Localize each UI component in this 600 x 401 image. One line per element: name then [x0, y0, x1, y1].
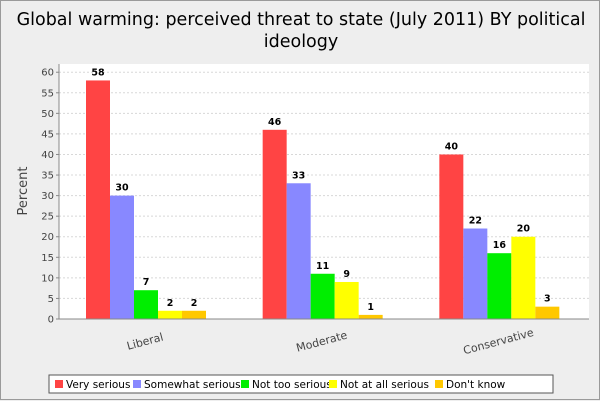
bar-very-serious-liberal [86, 80, 110, 319]
bar-don-t-know-moderate [358, 314, 383, 319]
y-tick-label: 50 [41, 109, 54, 120]
y-tick-label: 60 [41, 68, 54, 79]
bar-not-too-serious-liberal [134, 290, 158, 319]
bar-somewhat-serious-conservative [463, 228, 488, 319]
legend-swatch [241, 380, 249, 388]
bar-not-too-serious-moderate [310, 273, 335, 319]
data-label: 46 [268, 117, 282, 128]
bar-don-t-know-liberal [182, 310, 206, 319]
bar-not-at-all-serious-liberal [158, 310, 182, 319]
data-label: 2 [191, 298, 198, 309]
data-label: 3 [544, 294, 551, 305]
y-tick-label: 15 [41, 253, 54, 264]
bar-not-too-serious-conservative [487, 253, 512, 319]
legend-swatch [55, 380, 63, 388]
y-tick-label: 10 [41, 273, 54, 284]
category-label-liberal: Liberal [125, 331, 164, 353]
data-label: 40 [445, 141, 459, 152]
y-tick-label: 35 [41, 171, 54, 182]
data-label: 11 [316, 261, 329, 272]
bar-somewhat-serious-moderate [286, 183, 311, 319]
y-tick-label: 40 [41, 150, 54, 161]
data-label: 33 [292, 170, 305, 181]
legend-swatch [329, 380, 337, 388]
data-label: 2 [167, 298, 174, 309]
data-label: 20 [517, 224, 531, 235]
bar-very-serious-moderate [262, 129, 287, 319]
y-axis-label: Percent [16, 167, 31, 216]
legend-box [48, 374, 554, 394]
data-label: 22 [469, 216, 482, 227]
bar-not-at-all-serious-moderate [334, 281, 359, 319]
legend-label: Very serious [66, 379, 130, 391]
legend-label: Don't know [446, 379, 506, 391]
y-tick-label: 30 [41, 191, 54, 202]
bar-very-serious-conservative [439, 154, 464, 319]
legend-label: Somewhat serious [144, 379, 241, 391]
bar-don-t-know-conservative [535, 306, 560, 319]
category-labels: Liberal Moderate Conservative [125, 326, 535, 357]
category-label-moderate: Moderate [295, 329, 349, 355]
data-label: 7 [143, 277, 150, 288]
legend-swatch [133, 380, 141, 388]
data-label: 16 [493, 240, 507, 251]
data-label: 9 [343, 269, 350, 280]
chart-title-line-1: Global warming: perceived threat to stat… [17, 10, 586, 30]
bar-not-at-all-serious-conservative [511, 236, 536, 319]
y-tick-label: 0 [48, 315, 54, 326]
data-label: 1 [367, 302, 374, 313]
y-tick-label: 5 [48, 294, 54, 305]
y-tick-label: 45 [41, 129, 54, 140]
data-label: 30 [115, 183, 129, 194]
category-label-conservative: Conservative [462, 326, 535, 357]
legend-label: Not at all serious [340, 379, 429, 391]
y-tick-label: 55 [41, 88, 54, 99]
legend-swatch [435, 380, 443, 388]
y-axis-ticks: 0 5 10 15 20 25 30 35 40 45 50 55 60 [41, 68, 59, 326]
legend-label: Not too serious [252, 379, 332, 391]
y-tick-label: 20 [41, 232, 54, 243]
bar-somewhat-serious-liberal [110, 195, 134, 319]
y-tick-label: 25 [41, 212, 54, 223]
data-label: 58 [91, 67, 105, 78]
chart-title-line-2: ideology [264, 32, 338, 52]
legend: Very serious Somewhat serious Not too seri… [48, 374, 554, 394]
bars [86, 80, 560, 319]
